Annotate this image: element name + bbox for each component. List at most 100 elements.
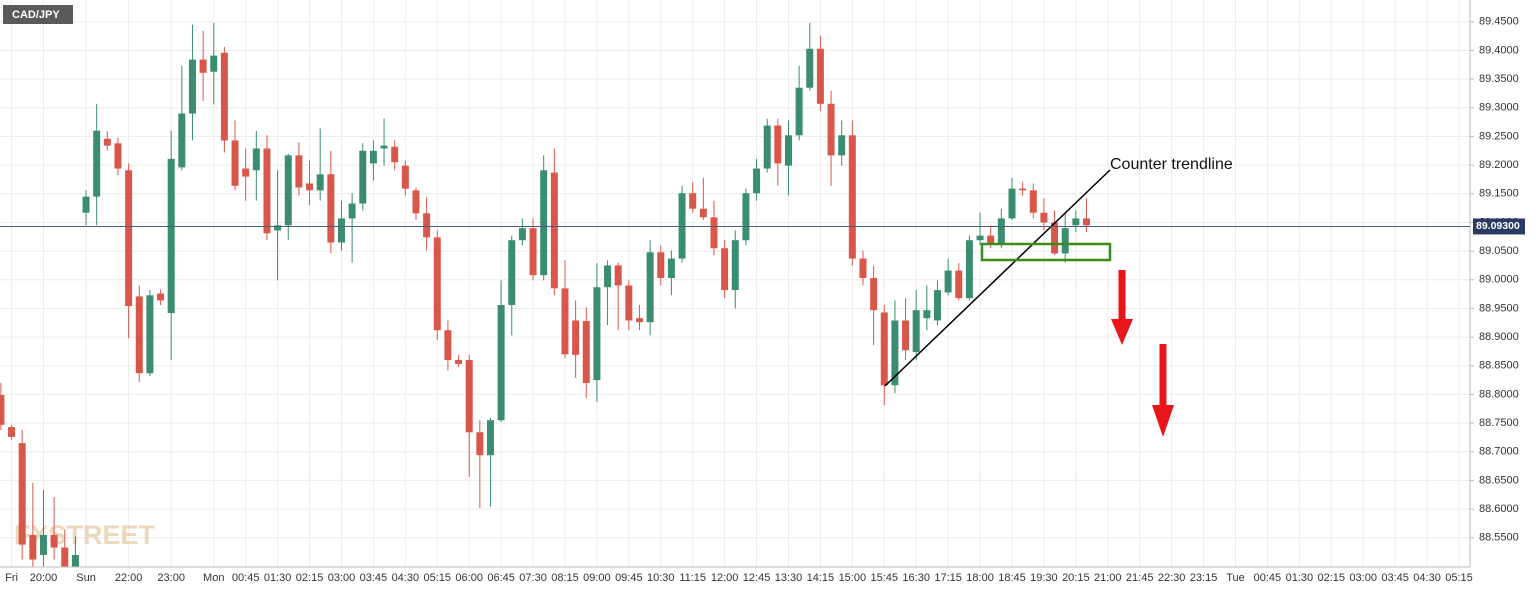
- candle-body: [933, 290, 941, 321]
- candle-body: [784, 135, 792, 166]
- x-tick-label: 13:30: [775, 572, 803, 584]
- candle-body: [231, 140, 239, 186]
- candle-body: [486, 420, 494, 456]
- candle-body: [82, 196, 90, 213]
- x-tick-label: 05:15: [423, 572, 451, 584]
- x-tick-label: 17:15: [934, 572, 962, 584]
- candle-body: [678, 193, 686, 259]
- candle-body: [550, 172, 558, 289]
- candle-body: [1040, 212, 1048, 223]
- candle-body: [359, 150, 367, 204]
- y-tick-label: 89.3000: [1479, 102, 1519, 114]
- x-tick-label: 18:00: [966, 572, 994, 584]
- y-tick-label: 88.7500: [1479, 417, 1519, 429]
- symbol-badge: [3, 5, 73, 24]
- x-tick-label: 03:45: [360, 572, 388, 584]
- candles: [0, 22, 1090, 567]
- y-tick-label: 88.8500: [1479, 360, 1519, 372]
- candle-body: [369, 150, 377, 164]
- candle-body: [955, 270, 963, 299]
- candle-body: [689, 193, 697, 209]
- candle-body: [699, 208, 707, 218]
- candle-body: [103, 138, 111, 146]
- candle-body: [657, 252, 665, 279]
- candle-body: [274, 225, 282, 231]
- x-tick-label: 03:00: [328, 572, 356, 584]
- watermark: FXSTREET: [14, 520, 156, 550]
- candle-body: [61, 547, 69, 567]
- candle-body: [455, 360, 463, 365]
- candle-body: [859, 258, 867, 279]
- candle-body: [465, 360, 473, 433]
- candle-body: [0, 395, 5, 425]
- x-tick-label: 23:15: [1190, 572, 1218, 584]
- x-tick-label: 21:00: [1094, 572, 1122, 584]
- candle-body: [337, 218, 345, 243]
- x-tick-label: Sun: [76, 572, 96, 584]
- candle-body: [327, 174, 335, 243]
- candle-body: [423, 213, 431, 238]
- x-tick-label: 06:00: [455, 572, 483, 584]
- y-tick-label: 88.9000: [1479, 331, 1519, 343]
- y-tick-label: 89.3500: [1479, 73, 1519, 85]
- candle-body: [1051, 222, 1059, 254]
- candle-body: [252, 148, 260, 171]
- x-tick-label: 02:15: [296, 572, 324, 584]
- candle-body: [1029, 190, 1037, 213]
- x-tick-label: 09:45: [615, 572, 643, 584]
- x-tick-label: 22:00: [115, 572, 143, 584]
- y-tick-label: 88.6000: [1479, 503, 1519, 515]
- candle-body: [188, 59, 196, 114]
- candle-body: [731, 240, 739, 291]
- candle-body: [178, 113, 186, 168]
- candle-body: [827, 103, 835, 156]
- candle-body: [614, 265, 622, 286]
- candle-body: [316, 174, 324, 191]
- y-tick-label: 89.4000: [1479, 44, 1519, 56]
- x-tick-label: 09:00: [583, 572, 611, 584]
- candle-body: [816, 48, 824, 104]
- x-tick-label: 20:15: [1062, 572, 1090, 584]
- candle-body: [125, 170, 133, 307]
- candle-body: [997, 218, 1005, 244]
- candle-body: [944, 270, 952, 293]
- x-tick-label: 18:45: [998, 572, 1026, 584]
- candle-body: [295, 155, 303, 188]
- current-price-label: 89.09300: [1476, 220, 1520, 232]
- candle-body: [1019, 188, 1027, 191]
- y-tick-label: 88.8000: [1479, 388, 1519, 400]
- candle-body: [721, 248, 729, 291]
- y-tick-label: 88.6500: [1479, 474, 1519, 486]
- candle-body: [412, 190, 420, 214]
- candle-body: [380, 145, 388, 149]
- candle-body: [18, 443, 26, 545]
- candle-body: [167, 158, 175, 314]
- candle-body: [348, 203, 356, 219]
- y-tick-label: 89.4500: [1479, 16, 1519, 28]
- x-tick-label: 06:45: [487, 572, 515, 584]
- candle-body: [391, 146, 399, 163]
- candle-body: [891, 320, 899, 386]
- candle-body: [306, 183, 314, 191]
- y-tick-label: 89.2000: [1479, 159, 1519, 171]
- candle-body: [199, 59, 207, 73]
- candle-body: [210, 55, 218, 72]
- x-tick-label: 15:45: [871, 572, 899, 584]
- x-tick-label: Mon: [203, 572, 224, 584]
- x-tick-label: 23:00: [157, 572, 185, 584]
- x-tick-label: 03:00: [1349, 572, 1377, 584]
- candle-body: [912, 310, 920, 353]
- candle-body: [1072, 218, 1080, 226]
- x-tick-label: 11:15: [679, 572, 706, 584]
- x-tick-label: 22:30: [1158, 572, 1186, 584]
- candle-body: [29, 534, 37, 560]
- candle-body: [71, 554, 79, 567]
- down-arrow: [1111, 270, 1133, 345]
- candle-body: [50, 534, 58, 548]
- y-tick-label: 88.9500: [1479, 302, 1519, 314]
- candle-body: [902, 320, 910, 351]
- candle-body: [635, 318, 643, 323]
- x-tick-label: 01:30: [1286, 572, 1314, 584]
- candle-body: [135, 296, 143, 374]
- candle-body: [742, 193, 750, 241]
